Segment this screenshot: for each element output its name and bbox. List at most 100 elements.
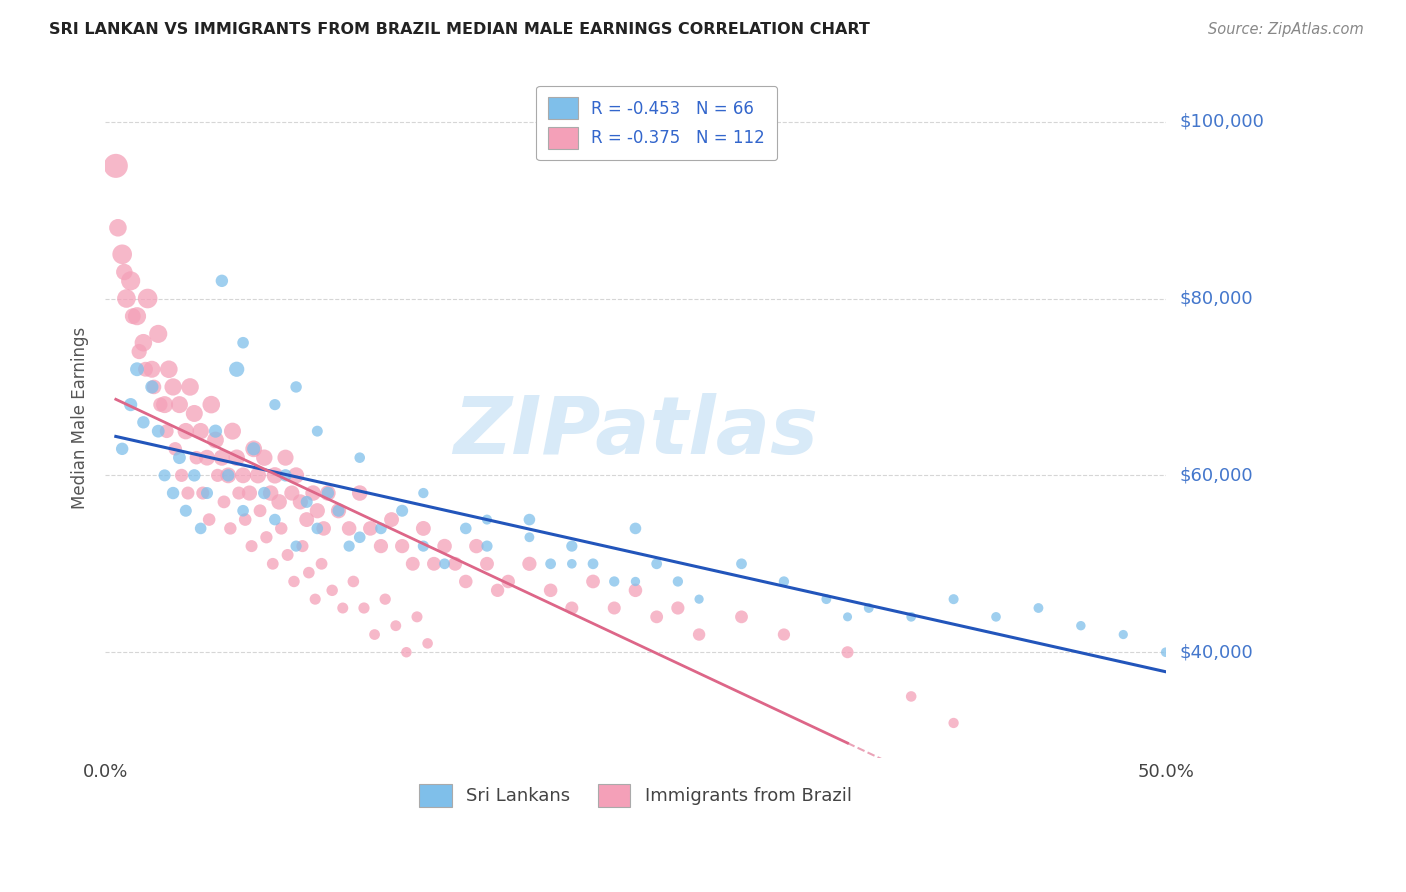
Point (363, 627, 385, 641)
Point (221, 424, 243, 438)
Point (342, 574, 364, 589)
Point (540, 583, 562, 598)
Point (624, 574, 647, 589)
Point (316, 486, 339, 500)
Point (688, 627, 710, 641)
Point (228, 486, 250, 500)
Point (225, 450, 247, 465)
Point (174, 424, 197, 438)
Point (444, 557, 467, 571)
Point (412, 486, 434, 500)
Point (125, 362, 148, 376)
Point (132, 415, 155, 429)
Point (249, 504, 271, 518)
Point (162, 380, 184, 394)
Point (475, 557, 498, 571)
Point (561, 557, 583, 571)
Point (603, 601, 626, 615)
Point (246, 468, 269, 483)
Point (666, 574, 689, 589)
Point (242, 442, 264, 456)
Point (370, 521, 392, 535)
Point (561, 601, 583, 615)
Point (295, 495, 318, 509)
Point (900, 610, 922, 624)
Point (307, 504, 329, 518)
Point (312, 521, 335, 535)
Point (115, 292, 138, 306)
Point (191, 486, 214, 500)
Point (321, 583, 343, 598)
Point (1154, 645, 1177, 659)
Point (519, 512, 541, 526)
Point (232, 504, 254, 518)
Point (253, 450, 276, 465)
Point (311, 557, 333, 571)
Point (169, 398, 191, 412)
Point (170, 468, 193, 483)
Point (433, 539, 456, 553)
Point (645, 557, 668, 571)
Point (423, 557, 446, 571)
Point (198, 512, 221, 526)
Point (264, 398, 287, 412)
Point (277, 548, 299, 562)
Point (475, 539, 498, 553)
Point (624, 583, 647, 598)
Point (519, 530, 541, 544)
Point (148, 326, 170, 341)
Point (475, 512, 498, 526)
Point (645, 610, 668, 624)
Point (359, 521, 381, 535)
Point (406, 610, 429, 624)
Point (837, 645, 859, 659)
Text: $80,000: $80,000 (1180, 290, 1253, 308)
Point (204, 424, 226, 438)
Point (349, 530, 371, 544)
Point (262, 557, 284, 571)
Point (143, 380, 166, 394)
Point (141, 380, 163, 394)
Point (195, 486, 218, 500)
Point (274, 468, 297, 483)
Point (298, 566, 321, 580)
Point (204, 433, 226, 447)
Point (177, 486, 200, 500)
Point (337, 521, 360, 535)
Point (136, 292, 159, 306)
Point (232, 335, 254, 350)
Point (141, 362, 163, 376)
Point (219, 521, 242, 535)
Point (496, 574, 519, 589)
Point (465, 539, 488, 553)
Point (942, 716, 965, 731)
Point (281, 486, 304, 500)
Point (232, 468, 254, 483)
Point (332, 601, 354, 615)
Point (688, 592, 710, 607)
Point (217, 468, 239, 483)
Point (179, 380, 201, 394)
Point (195, 450, 218, 465)
Point (304, 592, 326, 607)
Point (349, 486, 371, 500)
Point (302, 486, 325, 500)
Point (240, 539, 263, 553)
Text: $60,000: $60,000 (1180, 467, 1253, 484)
Point (242, 442, 264, 456)
Point (153, 398, 176, 412)
Point (416, 636, 439, 650)
Point (353, 601, 375, 615)
Point (211, 450, 233, 465)
Point (233, 512, 256, 526)
Point (773, 627, 796, 641)
Point (190, 424, 212, 438)
Point (486, 583, 509, 598)
Point (412, 521, 434, 535)
Point (900, 690, 922, 704)
Point (1112, 627, 1135, 641)
Point (169, 450, 191, 465)
Point (730, 557, 752, 571)
Point (328, 504, 350, 518)
Point (264, 468, 287, 483)
